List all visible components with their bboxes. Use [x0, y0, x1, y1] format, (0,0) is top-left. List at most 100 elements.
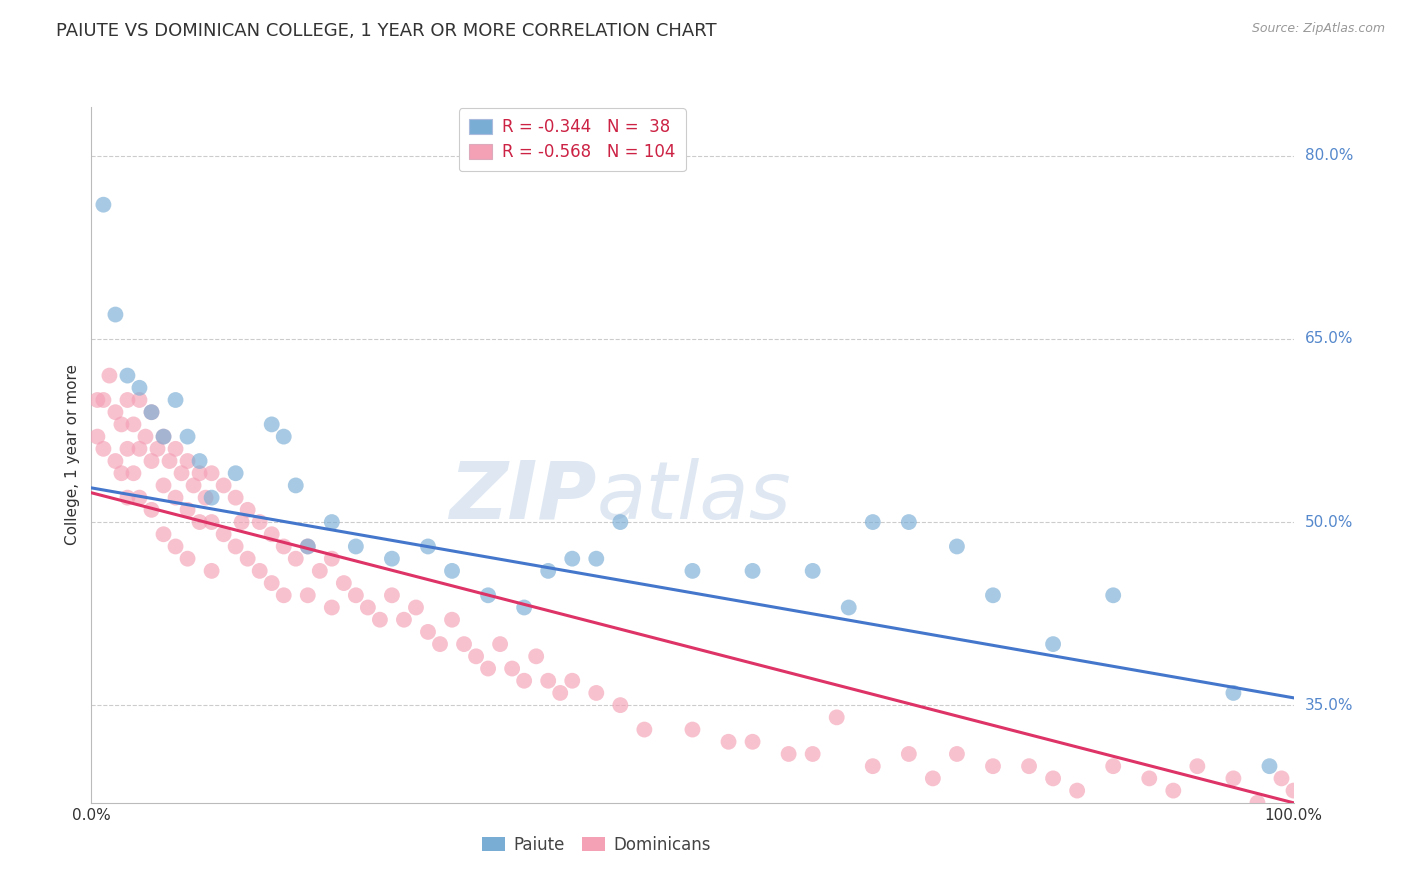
Point: [110, 417, 132, 432]
Point: [284, 478, 307, 492]
Point: [1222, 772, 1244, 786]
Point: [489, 637, 512, 651]
Point: [1282, 783, 1305, 797]
Point: [801, 564, 824, 578]
Point: [922, 772, 945, 786]
Point: [416, 624, 439, 639]
Point: [152, 429, 174, 443]
Point: [93, 442, 115, 456]
Point: [117, 491, 139, 505]
Point: [225, 467, 247, 481]
Point: [128, 491, 150, 505]
Point: [1042, 637, 1064, 651]
Point: [825, 710, 848, 724]
Point: [465, 649, 488, 664]
Point: [152, 429, 174, 443]
Point: [176, 454, 198, 468]
Point: [141, 405, 163, 419]
Point: [231, 515, 253, 529]
Point: [201, 515, 224, 529]
Point: [681, 723, 703, 737]
Point: [321, 600, 343, 615]
Point: [308, 564, 330, 578]
Point: [128, 392, 150, 407]
Point: [297, 588, 319, 602]
Point: [561, 551, 583, 566]
Point: [176, 551, 198, 566]
Point: [778, 747, 800, 761]
Point: [176, 503, 198, 517]
Point: [609, 698, 631, 713]
Point: [225, 540, 247, 554]
Point: [165, 442, 187, 456]
Point: [128, 381, 150, 395]
Point: [1246, 796, 1268, 810]
Point: [1161, 783, 1184, 797]
Legend: Paiute, Dominicans: Paiute, Dominicans: [475, 830, 717, 861]
Point: [188, 467, 211, 481]
Point: [501, 661, 523, 675]
Point: [1066, 783, 1088, 797]
Point: [453, 637, 475, 651]
Point: [440, 564, 463, 578]
Point: [548, 686, 571, 700]
Point: [416, 540, 439, 554]
Point: [183, 478, 205, 492]
Point: [104, 308, 127, 322]
Point: [212, 527, 235, 541]
Point: [104, 405, 127, 419]
Point: [477, 661, 499, 675]
Point: [513, 600, 536, 615]
Point: [862, 759, 884, 773]
Point: [260, 527, 283, 541]
Point: [1102, 588, 1125, 602]
Point: [201, 491, 224, 505]
Point: [717, 735, 740, 749]
Point: [381, 588, 404, 602]
Point: [1258, 759, 1281, 773]
Point: [297, 540, 319, 554]
Point: [838, 600, 860, 615]
Point: [249, 515, 271, 529]
Point: [477, 588, 499, 602]
Point: [93, 392, 115, 407]
Text: ZIP: ZIP: [449, 458, 596, 536]
Point: [273, 540, 295, 554]
Point: [981, 759, 1004, 773]
Point: [585, 686, 607, 700]
Point: [333, 576, 356, 591]
Point: [429, 637, 451, 651]
Point: [86, 392, 108, 407]
Point: [188, 515, 211, 529]
Point: [201, 467, 224, 481]
Point: [321, 551, 343, 566]
Point: [152, 527, 174, 541]
Point: [170, 467, 193, 481]
Point: [681, 564, 703, 578]
Point: [273, 588, 295, 602]
Point: [981, 588, 1004, 602]
Point: [609, 515, 631, 529]
Point: [146, 442, 169, 456]
Point: [1187, 759, 1209, 773]
Point: [260, 576, 283, 591]
Point: [176, 429, 198, 443]
Point: [117, 392, 139, 407]
Point: [201, 564, 224, 578]
Point: [141, 405, 163, 419]
Point: [104, 454, 127, 468]
Text: PAIUTE VS DOMINICAN COLLEGE, 1 YEAR OR MORE CORRELATION CHART: PAIUTE VS DOMINICAN COLLEGE, 1 YEAR OR M…: [56, 22, 717, 40]
Point: [225, 491, 247, 505]
Point: [122, 417, 145, 432]
Point: [537, 673, 560, 688]
Point: [344, 540, 367, 554]
Point: [236, 551, 259, 566]
Point: [561, 673, 583, 688]
Y-axis label: College, 1 year or more: College, 1 year or more: [65, 365, 80, 545]
Point: [1270, 772, 1292, 786]
Point: [249, 564, 271, 578]
Point: [141, 503, 163, 517]
Point: [513, 673, 536, 688]
Text: 65.0%: 65.0%: [1305, 332, 1353, 346]
Point: [212, 478, 235, 492]
